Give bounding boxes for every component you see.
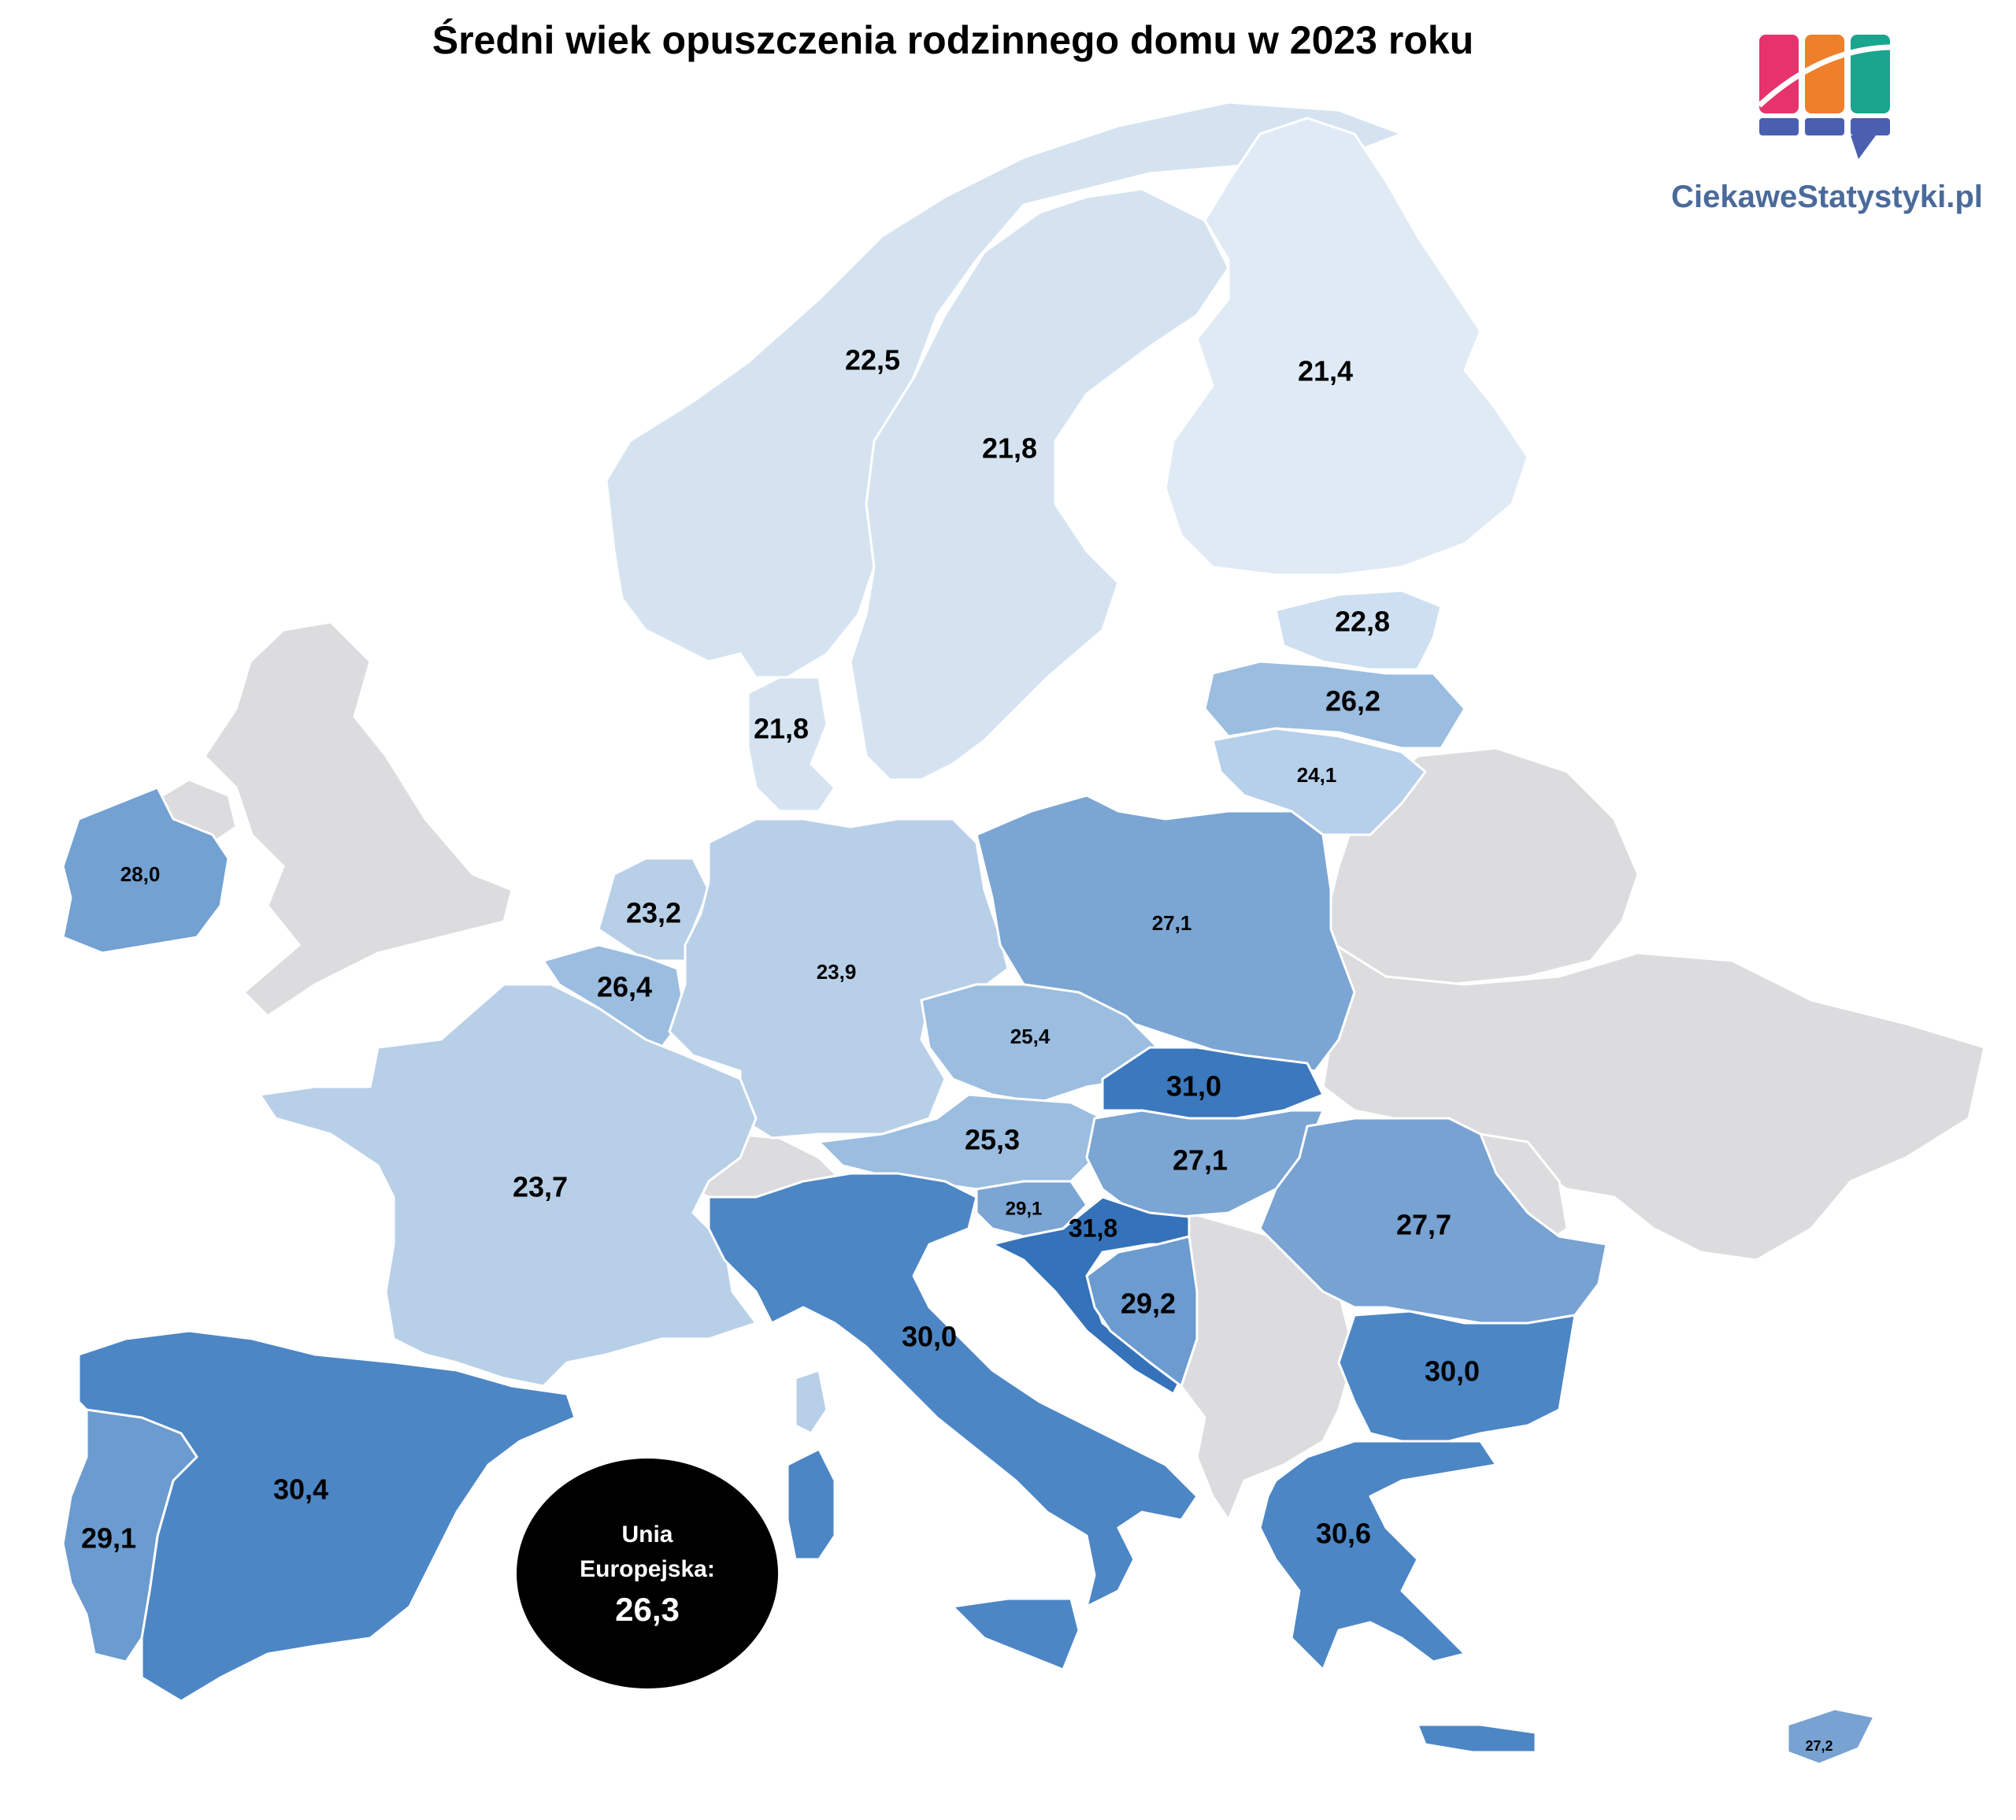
- eu-bubble-line1: Unia: [621, 1522, 673, 1548]
- label-france: 23,7: [513, 1171, 568, 1203]
- brand-name[interactable]: CiekaweStatystyki.pl: [1671, 180, 1983, 214]
- label-czechia: 25,4: [1010, 1025, 1051, 1048]
- map-title: Średni wiek opuszczenia rodzinnego domu …: [432, 18, 1474, 62]
- country-corsica[interactable]: [794, 1369, 828, 1435]
- data-countries: [61, 101, 1876, 1766]
- label-germany: 23,9: [817, 960, 857, 984]
- country-germany[interactable]: [668, 817, 1010, 1140]
- label-cyprus: 27,2: [1805, 1738, 1833, 1754]
- label-estonia: 22,8: [1335, 606, 1390, 638]
- label-serbia: 29,2: [1121, 1288, 1176, 1320]
- country-united-kingdom: [203, 621, 513, 1017]
- country-finland[interactable]: [1164, 117, 1529, 576]
- eu-average-bubble: Unia Europejska: 26,3: [517, 1459, 778, 1688]
- country-lithuania[interactable]: [1211, 727, 1427, 836]
- label-romania: 27,7: [1396, 1209, 1451, 1241]
- label-slovenia: 29,1: [1006, 1198, 1043, 1219]
- label-sweden: 21,8: [982, 432, 1037, 465]
- country-cyprus[interactable]: [1786, 1707, 1876, 1766]
- country-portugal[interactable]: [61, 1408, 198, 1663]
- country-greece[interactable]: [1258, 1440, 1498, 1671]
- country-denmark[interactable]: [747, 676, 836, 813]
- no-data-countries: [148, 621, 1986, 1522]
- label-austria: 25,3: [965, 1124, 1020, 1156]
- label-ireland: 28,0: [120, 862, 161, 886]
- label-slovakia: 31,0: [1166, 1070, 1221, 1103]
- label-hungary: 27,1: [1173, 1144, 1228, 1177]
- label-italy: 30,0: [902, 1321, 957, 1353]
- label-denmark: 21,8: [754, 713, 809, 745]
- label-croatia: 31,8: [1069, 1214, 1117, 1242]
- country-crete[interactable]: [1416, 1723, 1537, 1754]
- eu-bubble-line2: Europejska:: [580, 1556, 715, 1582]
- eu-bubble-value: 26,3: [615, 1591, 680, 1628]
- country-ireland[interactable]: [61, 786, 230, 954]
- label-spain: 30,4: [273, 1473, 328, 1506]
- label-netherlands: 23,2: [626, 897, 681, 929]
- country-sardinia[interactable]: [786, 1447, 836, 1561]
- country-france[interactable]: [258, 983, 758, 1388]
- label-poland: 27,1: [1152, 911, 1192, 935]
- label-lithuania: 24,1: [1297, 763, 1337, 787]
- label-portugal: 29,1: [81, 1522, 136, 1555]
- country-belarus: [1321, 747, 1640, 986]
- label-latvia: 26,2: [1325, 685, 1380, 717]
- label-norway: 22,5: [845, 344, 900, 376]
- country-bulgaria[interactable]: [1337, 1310, 1577, 1443]
- country-italy[interactable]: [707, 1172, 1199, 1608]
- label-finland: 21,4: [1298, 355, 1353, 387]
- country-serbia-bih[interactable]: [1085, 1235, 1199, 1388]
- label-belgium: 26,4: [597, 971, 652, 1003]
- value-labels: 22,5 21,4 21,8 22,8 26,2 24,1 21,8 28,0 …: [81, 344, 1833, 1754]
- country-estonia[interactable]: [1274, 589, 1443, 671]
- country-sicily[interactable]: [951, 1597, 1080, 1671]
- brand-logo-icon: [1758, 35, 1891, 159]
- country-sweden[interactable]: [849, 187, 1230, 781]
- country-norway[interactable]: [605, 101, 1403, 679]
- label-greece: 30,6: [1316, 1518, 1371, 1550]
- eu-bubble-shape: [517, 1459, 778, 1688]
- label-bulgaria: 30,0: [1425, 1355, 1480, 1388]
